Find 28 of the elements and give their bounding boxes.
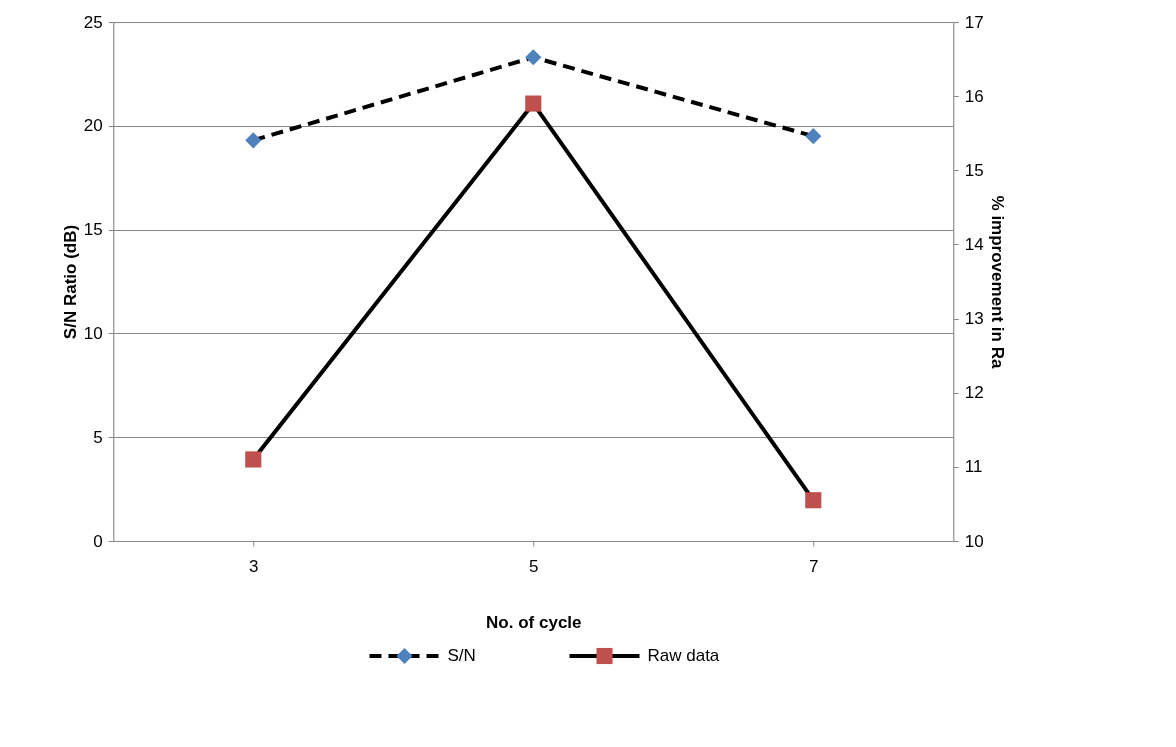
- x-tick-label: 3: [249, 556, 259, 576]
- y-axis-title: S/N Ratio (dB): [60, 224, 80, 340]
- point: [805, 492, 822, 509]
- y2-tick-label: 12: [964, 383, 984, 403]
- y2-tick-label: 10: [964, 531, 984, 551]
- x-axis-title: No. of cycle: [486, 612, 582, 632]
- y2-tick-label: 13: [964, 309, 984, 329]
- y2-tick-label: 15: [964, 160, 984, 180]
- x-tick-label: 5: [529, 556, 539, 576]
- point: [525, 95, 542, 112]
- y-tick-label: 0: [93, 531, 103, 551]
- y-tick-label: 10: [83, 323, 103, 343]
- point: [525, 49, 542, 66]
- point: [245, 132, 262, 149]
- y-tick-label: 20: [83, 116, 103, 136]
- x-tick-label: 7: [809, 556, 819, 576]
- y2-tick-label: 17: [964, 12, 984, 32]
- y-tick-label: 5: [93, 427, 103, 447]
- y2-tick-label: 11: [964, 457, 983, 477]
- y2-axis-title: % improvement in Ra: [987, 195, 1007, 369]
- y-tick-label: 25: [83, 12, 103, 32]
- legend-label: Raw data: [647, 646, 720, 665]
- legend-label: S/N: [447, 646, 476, 665]
- point: [805, 128, 822, 145]
- y2-tick-label: 16: [964, 86, 984, 106]
- y-tick-label: 15: [83, 220, 103, 240]
- point: [245, 451, 262, 468]
- y2-tick-label: 14: [964, 234, 984, 254]
